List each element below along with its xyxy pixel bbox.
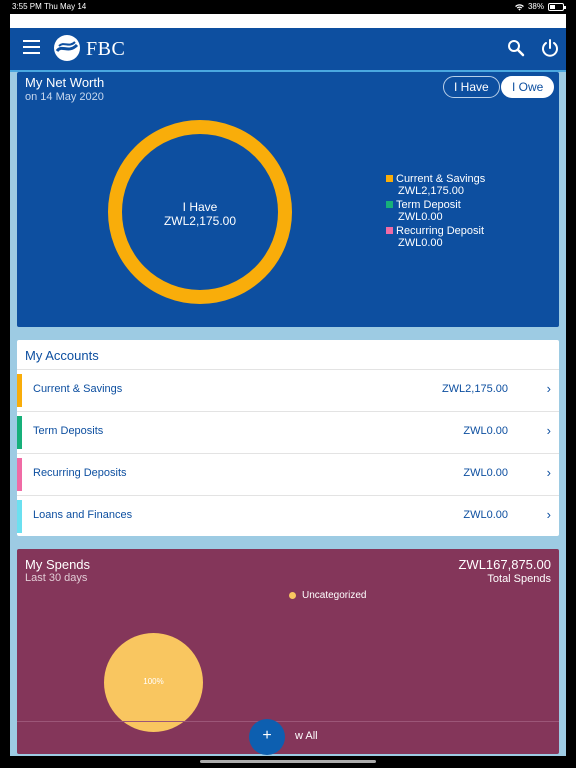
search-icon[interactable] — [506, 38, 526, 58]
add-fab-button[interactable]: + — [249, 719, 285, 755]
spends-pie-label: 100% — [143, 677, 164, 686]
spends-legend-label: Uncategorized — [302, 590, 367, 601]
legend-item-recurring-deposit: Recurring Deposit — [386, 224, 485, 237]
account-row-current-savings[interactable]: Current & Savings ZWL2,175.00 › — [17, 369, 559, 411]
power-icon[interactable] — [540, 38, 560, 58]
my-accounts-card: My Accounts Current & Savings ZWL2,175.0… — [17, 340, 559, 536]
donut-center: I Have ZWL2,175.00 — [105, 200, 295, 228]
net-worth-legend: Current & Savings ZWL2,175.00 Term Depos… — [386, 172, 485, 250]
i-have-toggle[interactable]: I Have — [443, 76, 500, 98]
my-accounts-title: My Accounts — [25, 348, 99, 363]
wifi-icon — [515, 3, 524, 11]
account-color-bar — [17, 416, 22, 449]
top-strip — [10, 14, 566, 28]
app-header: FBC — [10, 28, 566, 72]
legend-item-current-savings: Current & Savings — [386, 172, 485, 185]
spends-pie — [104, 633, 203, 732]
donut-center-value: ZWL2,175.00 — [163, 214, 237, 228]
net-worth-date: on 14 May 2020 — [25, 91, 104, 103]
battery-percent: 38% — [527, 2, 544, 11]
account-name: Recurring Deposits — [33, 467, 127, 479]
spends-legend: Uncategorized — [289, 590, 366, 601]
spends-period: Last 30 days — [25, 572, 88, 584]
legend-value: ZWL0.00 — [398, 237, 443, 249]
account-color-bar — [17, 374, 22, 407]
my-spends-title: My Spends — [25, 557, 91, 572]
status-right: 38% — [515, 0, 566, 14]
account-amount: ZWL0.00 — [463, 509, 508, 521]
account-color-bar — [17, 458, 22, 491]
account-name: Current & Savings — [33, 383, 123, 395]
account-amount: ZWL2,175.00 — [441, 383, 508, 395]
account-row-term-deposits[interactable]: Term Deposits ZWL0.00 › — [17, 411, 559, 453]
battery-icon — [548, 3, 566, 11]
fbc-logo-icon — [54, 35, 80, 61]
legend-label: Current & Savings — [396, 172, 486, 185]
net-worth-title: My Net Worth — [25, 75, 105, 90]
app-screen: FBC My Net Worth on 14 May 2020 I Have I… — [10, 14, 566, 756]
hamburger-icon[interactable] — [23, 40, 40, 54]
chevron-right-icon: › — [546, 381, 551, 396]
legend-label: Recurring Deposit — [396, 224, 485, 237]
account-color-bar — [17, 500, 22, 533]
account-amount: ZWL0.00 — [463, 425, 508, 437]
chevron-right-icon: › — [546, 465, 551, 480]
home-indicator — [200, 760, 376, 763]
status-time: 3:55 PM — [12, 2, 42, 11]
view-all-link[interactable]: w All — [295, 730, 318, 742]
legend-swatch — [386, 175, 393, 182]
legend-label: Term Deposit — [396, 198, 461, 211]
legend-swatch — [386, 201, 393, 208]
brand-name: FBC — [86, 38, 126, 60]
net-worth-card: My Net Worth on 14 May 2020 I Have I Owe… — [17, 72, 559, 327]
chevron-right-icon: › — [546, 423, 551, 438]
legend-swatch — [386, 227, 393, 234]
donut-center-label: I Have — [182, 200, 218, 214]
legend-value: ZWL2,175.00 — [398, 185, 465, 197]
legend-item-term-deposit: Term Deposit — [386, 198, 485, 211]
account-row-loans-finances[interactable]: Loans and Finances ZWL0.00 › — [17, 495, 559, 537]
account-row-recurring-deposits[interactable]: Recurring Deposits ZWL0.00 › — [17, 453, 559, 495]
status-date: Thu May 14 — [44, 2, 87, 11]
legend-value: ZWL0.00 — [398, 211, 443, 223]
net-worth-donut — [108, 120, 292, 304]
status-bar: 3:55 PM Thu May 14 38% — [0, 0, 576, 14]
account-name: Loans and Finances — [33, 509, 133, 521]
i-owe-toggle[interactable]: I Owe — [501, 76, 555, 98]
account-amount: ZWL0.00 — [463, 467, 508, 479]
legend-dot — [289, 592, 296, 599]
my-spends-card: My Spends Last 30 days ZWL167,875.00 Tot… — [17, 549, 559, 754]
account-name: Term Deposits — [33, 425, 104, 437]
spends-total-label: Total Spends — [487, 573, 551, 585]
spends-divider — [17, 721, 559, 722]
spends-total: ZWL167,875.00 — [458, 557, 551, 572]
chevron-right-icon: › — [546, 507, 551, 522]
